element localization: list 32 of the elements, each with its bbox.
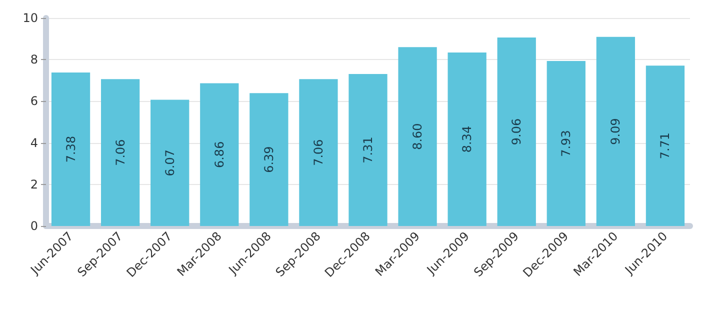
bar: [150, 100, 190, 226]
bar: [448, 52, 486, 226]
data-label: 7.06: [113, 139, 128, 166]
data-label: 7.93: [559, 130, 574, 157]
bar: [51, 72, 90, 226]
data-label: 8.60: [410, 123, 425, 150]
data-label: 8.34: [460, 126, 474, 153]
bar: [646, 66, 685, 226]
data-label: 7.71: [658, 132, 672, 160]
data-label: 6.39: [262, 146, 276, 173]
bar: [250, 93, 288, 226]
bar: [596, 36, 636, 226]
bar: [200, 83, 239, 226]
data-label: 6.07: [162, 150, 177, 176]
data-label: 7.38: [64, 136, 78, 163]
bar: [299, 79, 338, 226]
bar: [497, 38, 536, 226]
data-label: 7.06: [311, 139, 326, 166]
y-tick-label: 10: [22, 11, 38, 25]
data-label: 9.06: [510, 118, 524, 146]
bar: [398, 47, 437, 226]
data-label: 7.31: [361, 136, 375, 164]
bar: [100, 79, 140, 226]
data-label: 9.09: [608, 118, 623, 145]
y-tick-label: 0: [30, 219, 38, 233]
y-tick-label: 4: [30, 136, 38, 150]
data-label: 6.86: [212, 141, 226, 168]
bar: [348, 74, 388, 226]
bar: [546, 61, 586, 226]
y-tick-label: 6: [30, 94, 38, 108]
y-tick-label: 2: [30, 177, 38, 192]
y-tick-label: 8: [30, 52, 38, 67]
